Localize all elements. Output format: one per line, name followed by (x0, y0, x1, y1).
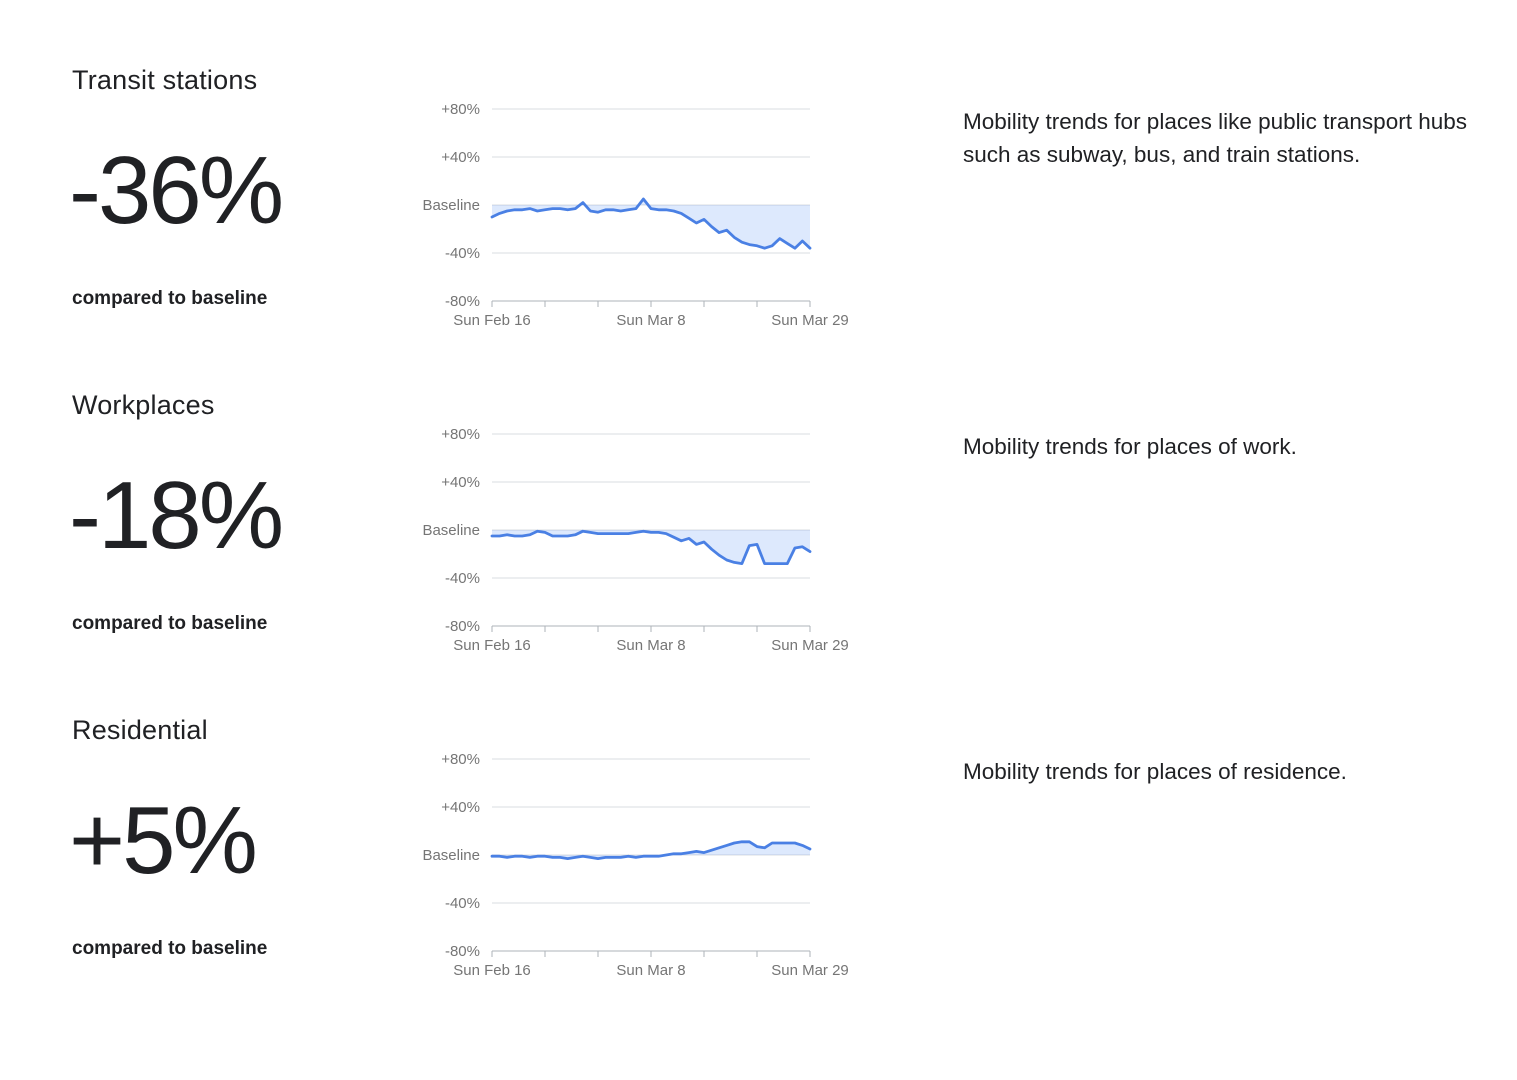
section-residential: Residential +5% compared to baseline +80… (0, 705, 1517, 1030)
y-axis-tick-label: +40% (441, 474, 480, 491)
y-axis-tick-label: +80% (441, 751, 480, 768)
sparkline-svg: +80% +40% Baseline -40% -80% Sun Feb 16 Sun Ma… (422, 751, 849, 979)
section-workplaces: Workplaces -18% compared to baseline +80… (0, 380, 1517, 705)
y-axis-tick-label: -40% (445, 245, 480, 262)
y-axis-tick-label: Baseline (422, 522, 480, 539)
transit-sparkline-chart: +80% +40% Baseline -40% -80% Sun Feb 16 Sun Ma… (400, 95, 860, 345)
x-axis-tick-label: Sun Mar 29 (771, 637, 849, 654)
percent-change-value: -18% (69, 462, 284, 569)
x-axis-tick-label: Sun Feb 16 (453, 637, 531, 654)
section-transit-stations: Transit stations -36% compared to baseli… (0, 55, 1517, 380)
sparkline-svg: +80% +40% Baseline -40% -80% Sun Feb 16 Sun Ma… (422, 101, 849, 329)
y-axis-tick-label: -40% (445, 895, 480, 912)
x-axis-tick-label: Sun Mar 8 (616, 637, 685, 654)
y-axis-tick-label: -80% (445, 943, 480, 960)
y-axis-tick-label: -40% (445, 570, 480, 587)
x-axis-tick-label: Sun Mar 8 (616, 962, 685, 979)
section-title: Transit stations (72, 65, 258, 95)
y-axis-tick-label: Baseline (422, 847, 480, 864)
y-axis-tick-label: Baseline (422, 197, 480, 214)
y-axis-tick-label: +80% (441, 101, 480, 118)
x-axis-tick-label: Sun Feb 16 (453, 312, 531, 329)
x-axis-tick-label: Sun Mar 8 (616, 312, 685, 329)
x-axis-tick-label: Sun Feb 16 (453, 962, 531, 979)
area-fill (492, 841, 810, 859)
y-axis-tick-label: -80% (445, 293, 480, 310)
workplaces-sparkline-chart: +80% +40% Baseline -40% -80% Sun Feb 16 Sun Ma… (400, 420, 860, 670)
sparkline-svg: +80% +40% Baseline -40% -80% Sun Feb 16 Sun Ma… (422, 426, 849, 654)
section-description: Mobility trends for places of residence. (963, 759, 1347, 784)
residential-sparkline-chart: +80% +40% Baseline -40% -80% Sun Feb 16 Sun Ma… (400, 745, 860, 995)
compared-to-baseline-label: compared to baseline (72, 613, 268, 634)
x-axis-tick-label: Sun Mar 29 (771, 312, 849, 329)
y-axis-tick-label: -80% (445, 618, 480, 635)
y-axis-tick-label: +40% (441, 799, 480, 816)
trend-line (490, 197, 812, 250)
x-axis-tick-label: Sun Mar 29 (771, 962, 849, 979)
y-axis-tick-label: +40% (441, 149, 480, 166)
compared-to-baseline-label: compared to baseline (72, 938, 268, 959)
percent-change-value: -36% (69, 137, 284, 244)
area-fill (492, 530, 810, 564)
compared-to-baseline-label: compared to baseline (72, 288, 268, 309)
area-fill (492, 199, 810, 249)
percent-change-value: +5% (69, 787, 258, 894)
section-title: Residential (72, 715, 208, 745)
section-description: Mobility trends for places like public t… (963, 109, 1467, 167)
y-axis-tick-label: +80% (441, 426, 480, 443)
trend-line (490, 840, 812, 860)
trend-line (490, 529, 812, 566)
section-title: Workplaces (72, 390, 215, 420)
section-description: Mobility trends for places of work. (963, 434, 1297, 459)
